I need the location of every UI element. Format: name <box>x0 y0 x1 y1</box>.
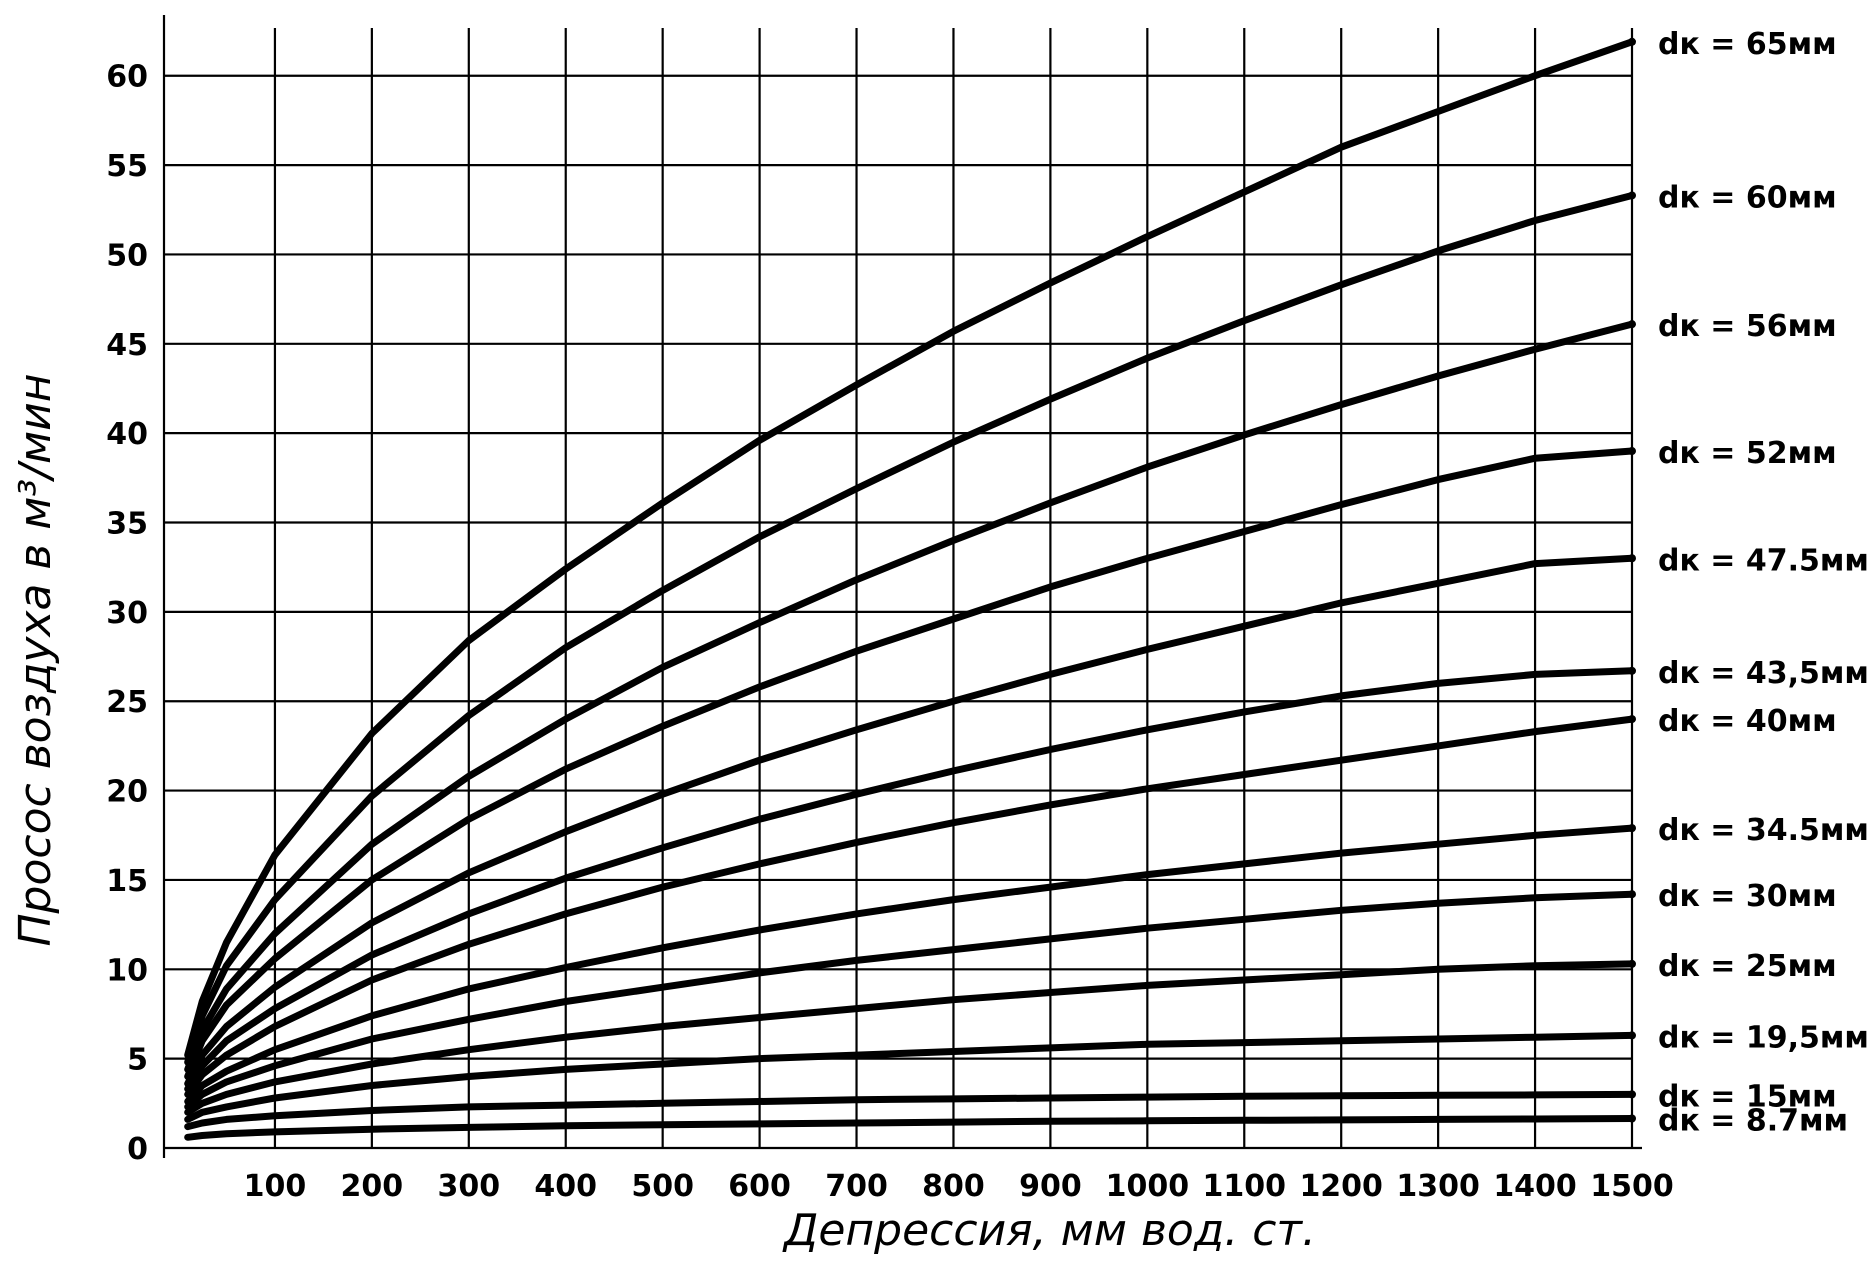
series-end-point <box>1628 191 1636 200</box>
x-tick-label: 1000 <box>1106 1169 1190 1204</box>
x-tick-label: 800 <box>922 1169 985 1204</box>
series-line <box>184 960 1636 1116</box>
series-curves <box>184 37 1636 1141</box>
series-end-point <box>1628 1031 1636 1040</box>
series-line <box>184 1115 1636 1141</box>
series-end-point <box>1628 1114 1636 1123</box>
grid-lines <box>162 15 1642 1158</box>
y-tick-label: 60 <box>106 60 148 95</box>
series-end-point <box>1628 554 1636 563</box>
series-end-point <box>1628 890 1636 899</box>
series-line <box>184 890 1636 1111</box>
series-label: dк = 8.7мм <box>1658 1104 1848 1139</box>
x-tick-label: 1100 <box>1203 1169 1287 1204</box>
series-end-point <box>1628 959 1636 968</box>
series-line <box>184 320 1636 1073</box>
series-line <box>184 667 1636 1093</box>
series-line <box>184 715 1636 1098</box>
series-line <box>184 1090 1636 1131</box>
x-tick-label: 700 <box>825 1169 888 1204</box>
series-label: dк = 47.5мм <box>1658 543 1869 578</box>
y-tick-label: 10 <box>106 953 148 988</box>
y-tick-label: 15 <box>106 864 148 899</box>
x-tick-label: 1200 <box>1299 1169 1383 1204</box>
series-end-point <box>1628 824 1636 833</box>
y-tick-labels: 0 5 10 15 20 25 30 35 40 45 50 55 60 <box>106 60 148 1167</box>
series-label: dк = 56мм <box>1658 309 1837 344</box>
series-label: dк = 40мм <box>1658 704 1837 739</box>
y-tick-label: 25 <box>106 685 148 720</box>
y-tick-label: 50 <box>106 238 148 273</box>
y-axis-title: Просос воздуха в м³/мин <box>10 373 61 946</box>
series-label: dк = 15мм <box>1658 1079 1837 1114</box>
series-end-point <box>1628 447 1636 456</box>
y-tick-label: 30 <box>106 596 148 631</box>
series-end-point <box>1628 715 1636 724</box>
y-tick-label: 45 <box>106 328 148 363</box>
y-tick-label: 0 <box>127 1132 148 1167</box>
x-tick-label: 100 <box>244 1169 307 1204</box>
y-tick-label: 35 <box>106 507 148 542</box>
series-label: dк = 52мм <box>1658 436 1837 471</box>
series-line <box>184 38 1636 1059</box>
series-line <box>184 192 1636 1066</box>
x-tick-label: 1400 <box>1493 1169 1577 1204</box>
series-line <box>184 824 1636 1105</box>
x-tick-label: 300 <box>437 1169 500 1204</box>
series-label: dк = 25мм <box>1658 949 1837 984</box>
series-end-point <box>1628 320 1636 329</box>
series-end-point <box>1628 666 1636 675</box>
series-line <box>184 554 1636 1088</box>
series-label: dк = 30мм <box>1658 879 1837 914</box>
series-end-point <box>1628 37 1636 46</box>
y-tick-label: 40 <box>106 417 148 452</box>
x-tick-label: 600 <box>728 1169 791 1204</box>
series-labels: dк = 65мм dк = 60мм dк = 56мм dк = 52мм dк =… <box>1658 27 1869 1139</box>
series-label: dк = 43,5мм <box>1658 656 1869 691</box>
series-label: dк = 60мм <box>1658 180 1837 215</box>
series-label: dк = 65мм <box>1658 27 1837 62</box>
y-tick-label: 20 <box>106 775 148 810</box>
series-line <box>184 1031 1636 1123</box>
x-tick-label: 900 <box>1019 1169 1082 1204</box>
x-tick-label: 1300 <box>1396 1169 1480 1204</box>
y-tick-label: 55 <box>106 149 148 184</box>
series-end-point <box>1628 1090 1636 1099</box>
y-tick-label: 5 <box>127 1043 148 1078</box>
x-tick-label: 200 <box>341 1169 404 1204</box>
x-tick-label: 500 <box>631 1169 694 1204</box>
x-tick-labels: 100 200 300 400 500 600 700 800 900 1000 1100 1200 1… <box>244 1169 1674 1204</box>
x-tick-label: 400 <box>534 1169 597 1204</box>
series-line <box>184 447 1636 1080</box>
x-tick-label: 1500 <box>1590 1169 1674 1204</box>
x-axis-title: Депрессия, мм вод. ст. <box>782 1205 1316 1256</box>
series-label: dк = 19,5мм <box>1658 1020 1869 1055</box>
series-label: dк = 34.5мм <box>1658 813 1869 848</box>
